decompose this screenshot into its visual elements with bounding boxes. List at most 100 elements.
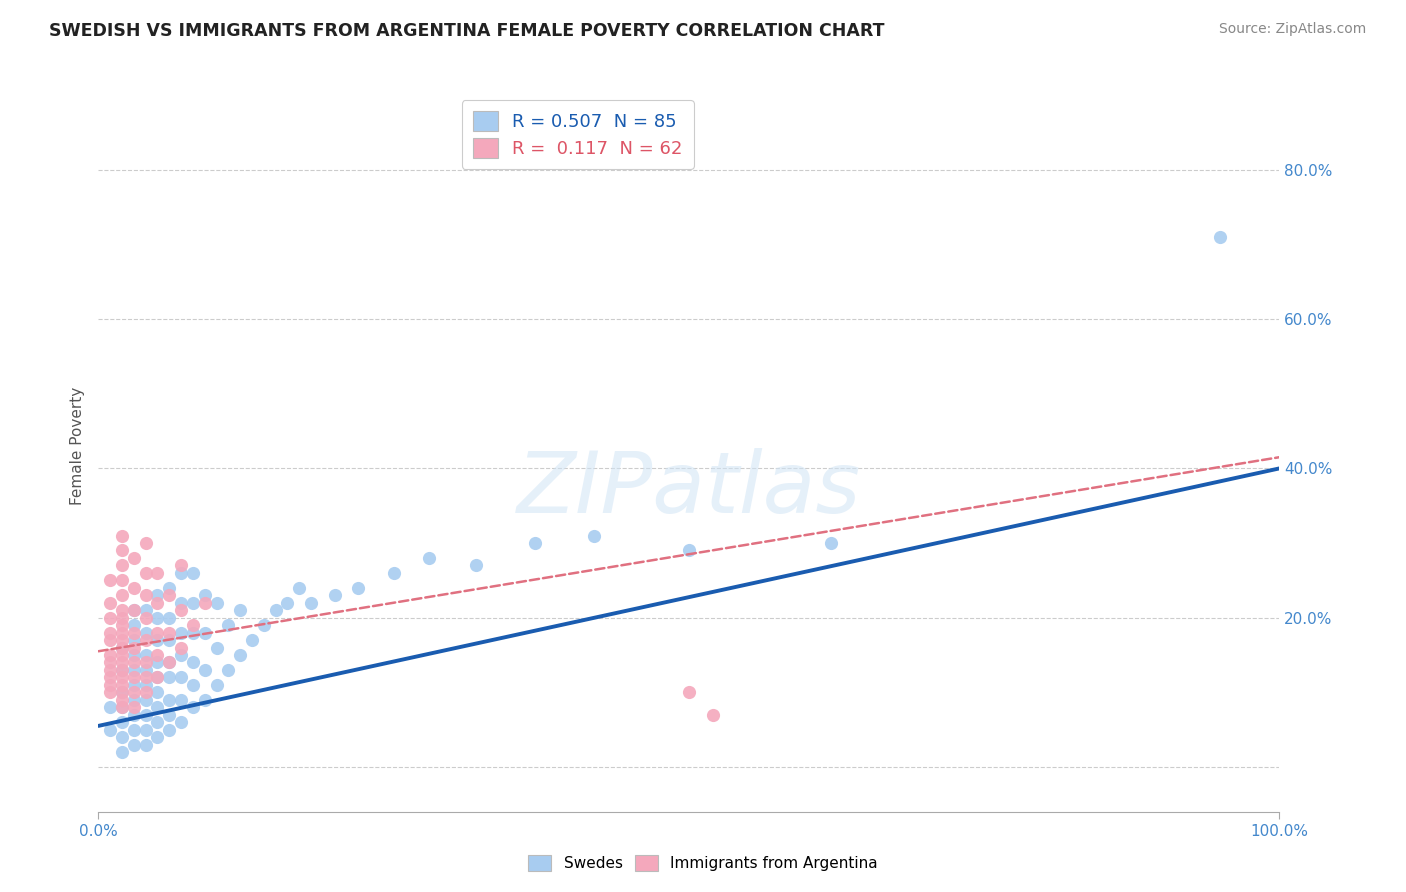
Point	[122, 551, 145, 566]
Point	[98, 656, 121, 670]
Point	[135, 670, 157, 684]
Point	[122, 625, 145, 640]
Point	[111, 588, 134, 602]
Point	[217, 663, 239, 677]
Point	[135, 603, 157, 617]
Point	[194, 663, 217, 677]
Point	[264, 603, 287, 617]
Point	[98, 700, 121, 714]
Point	[111, 715, 134, 730]
Point	[135, 536, 157, 550]
Point	[122, 648, 145, 662]
Point	[122, 656, 145, 670]
Point	[170, 648, 193, 662]
Point	[194, 588, 217, 602]
Point	[98, 596, 121, 610]
Point	[135, 588, 157, 602]
Point	[170, 596, 193, 610]
Point	[111, 625, 134, 640]
Point	[276, 596, 298, 610]
Point	[146, 633, 169, 648]
Point	[157, 610, 180, 624]
Point	[122, 618, 145, 632]
Point	[135, 610, 157, 624]
Point	[135, 738, 157, 752]
Point	[111, 663, 134, 677]
Point	[146, 685, 169, 699]
Legend: R = 0.507  N = 85, R =  0.117  N = 62: R = 0.507 N = 85, R = 0.117 N = 62	[461, 100, 693, 169]
Point	[157, 656, 180, 670]
Point	[135, 566, 157, 580]
Point	[135, 648, 157, 662]
Point	[678, 685, 700, 699]
Point	[170, 715, 193, 730]
Point	[820, 536, 842, 550]
Point	[111, 745, 134, 759]
Point	[135, 678, 157, 692]
Text: Source: ZipAtlas.com: Source: ZipAtlas.com	[1219, 22, 1367, 37]
Point	[98, 648, 121, 662]
Point	[323, 588, 346, 602]
Point	[122, 633, 145, 648]
Point	[122, 603, 145, 617]
Legend: Swedes, Immigrants from Argentina: Swedes, Immigrants from Argentina	[522, 849, 884, 877]
Point	[229, 603, 252, 617]
Text: ZIPatlas: ZIPatlas	[517, 449, 860, 532]
Point	[146, 566, 169, 580]
Point	[98, 663, 121, 677]
Point	[146, 715, 169, 730]
Point	[678, 543, 700, 558]
Point	[135, 625, 157, 640]
Point	[122, 685, 145, 699]
Point	[157, 588, 180, 602]
Point	[111, 640, 134, 655]
Point	[135, 723, 157, 737]
Point	[135, 692, 157, 706]
Point	[181, 656, 204, 670]
Point	[157, 633, 180, 648]
Point	[98, 670, 121, 684]
Point	[194, 692, 217, 706]
Point	[146, 730, 169, 744]
Point	[146, 670, 169, 684]
Point	[111, 618, 134, 632]
Point	[157, 656, 180, 670]
Point	[157, 723, 180, 737]
Point	[217, 618, 239, 632]
Point	[111, 663, 134, 677]
Point	[111, 700, 134, 714]
Point	[122, 670, 145, 684]
Point	[122, 640, 145, 655]
Point	[157, 625, 180, 640]
Point	[205, 640, 228, 655]
Point	[299, 596, 322, 610]
Point	[583, 528, 606, 542]
Point	[122, 738, 145, 752]
Point	[181, 625, 204, 640]
Point	[111, 656, 134, 670]
Point	[111, 648, 134, 662]
Point	[98, 610, 121, 624]
Point	[181, 678, 204, 692]
Y-axis label: Female Poverty: Female Poverty	[69, 387, 84, 505]
Point	[465, 558, 488, 573]
Point	[98, 633, 121, 648]
Point	[122, 723, 145, 737]
Point	[111, 670, 134, 684]
Point	[111, 543, 134, 558]
Point	[170, 558, 193, 573]
Point	[135, 656, 157, 670]
Point	[146, 700, 169, 714]
Point	[288, 581, 311, 595]
Point	[157, 670, 180, 684]
Point	[122, 603, 145, 617]
Point	[194, 625, 217, 640]
Point	[146, 625, 169, 640]
Point	[111, 692, 134, 706]
Point	[122, 581, 145, 595]
Point	[347, 581, 370, 595]
Point	[98, 685, 121, 699]
Point	[111, 633, 134, 648]
Point	[170, 603, 193, 617]
Point	[157, 581, 180, 595]
